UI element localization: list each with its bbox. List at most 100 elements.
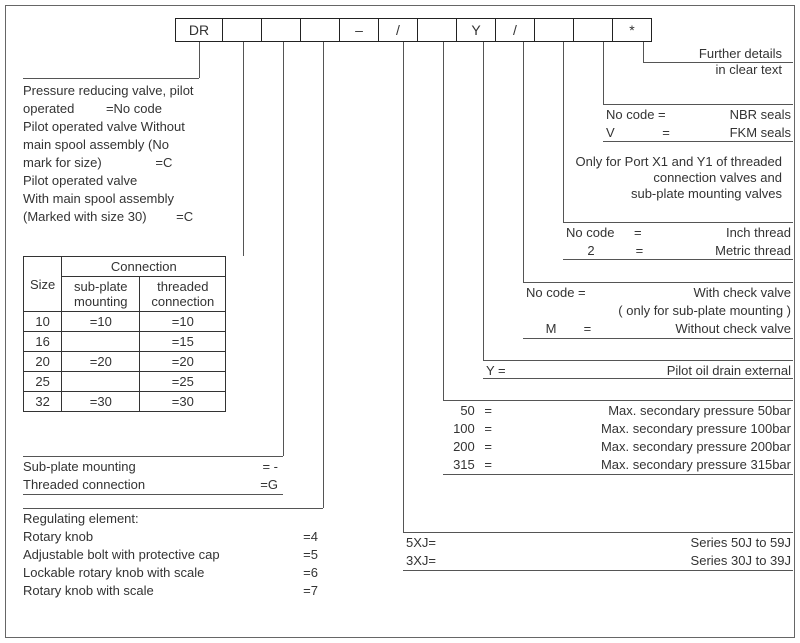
hline-valvetype — [23, 78, 199, 79]
th-l1: No code — [566, 225, 614, 240]
mnt-l1: Sub-plate mounting — [23, 458, 136, 476]
drain-block: Y = Pilot oil drain external — [486, 362, 791, 380]
cell: 10 — [24, 312, 62, 332]
hline-drain1 — [483, 360, 793, 361]
th-v1: Inch thread — [726, 224, 791, 242]
vt-l6: Pilot operated valve — [23, 172, 223, 190]
code-box-11: * — [612, 18, 652, 42]
s-v2: Series 30J to 39J — [691, 552, 791, 570]
reg-l3: Lockable rotary knob with scale — [23, 564, 204, 582]
th-thr: threaded connection — [140, 277, 226, 312]
size-connection-table: Size Connection sub-plate mounting threa… — [23, 256, 226, 412]
table-row: 10 =10 =10 — [24, 312, 226, 332]
cell — [62, 332, 140, 352]
thread-note: Only for Port X1 and Y1 of threaded conn… — [576, 154, 782, 202]
leader-drain — [483, 42, 484, 360]
table-row: 25 =25 — [24, 372, 226, 392]
reg-l1: Rotary knob — [23, 528, 93, 546]
code-box-1 — [222, 18, 262, 42]
th-eq2: = — [636, 243, 644, 258]
th-sub: sub-plate mounting — [62, 277, 140, 312]
further-details: Further details in clear text — [699, 46, 782, 78]
vt-l3: Pilot operated valve Without — [23, 118, 223, 136]
cell: =20 — [62, 352, 140, 372]
reg-c1: =4 — [303, 528, 318, 546]
reg-title: Regulating element: — [23, 510, 318, 528]
code-box-2 — [261, 18, 301, 42]
p-l3: 200 — [453, 439, 475, 454]
code-box-6 — [417, 18, 457, 42]
p-eq1: = — [484, 403, 492, 418]
leader-pressure — [443, 42, 444, 400]
hline-series2 — [403, 570, 793, 571]
code-box-5: / — [378, 18, 418, 42]
p-v4: Max. secondary pressure 315bar — [601, 456, 791, 474]
tn3: sub-plate mounting valves — [576, 186, 782, 202]
pressure-block: 50 = Max. secondary pressure 50bar 100 =… — [446, 402, 791, 474]
chk-l1: No code = — [526, 284, 586, 302]
hline-seals1 — [603, 104, 793, 105]
hline-press1 — [443, 400, 793, 401]
cell: 32 — [24, 392, 62, 412]
th-l2: 2 — [566, 242, 616, 260]
reg-c4: =7 — [303, 582, 318, 600]
leader-series — [403, 42, 404, 532]
s-l1: 5XJ= — [406, 534, 436, 552]
chk-v1: With check valve — [693, 284, 791, 302]
th-eq1: = — [634, 225, 642, 240]
tn2: connection valves and — [576, 170, 782, 186]
seal-v1: NBR seals — [730, 106, 791, 124]
check-valve-block: No code = With check valve ( only for su… — [526, 284, 791, 338]
th-conn: Connection — [62, 257, 226, 277]
p-eq4: = — [484, 457, 492, 472]
vt-l7: With main spool assembly — [23, 190, 223, 208]
chk-l2: M — [526, 320, 576, 338]
regulating-block: Regulating element: Rotary knob =4 Adjus… — [23, 510, 318, 600]
drain-v: Pilot oil drain external — [667, 362, 791, 380]
table-row: Size Connection — [24, 257, 226, 277]
cell: =15 — [140, 332, 226, 352]
ordering-code-diagram: DR – / Y / * Pressure reducing val — [5, 5, 795, 638]
p-v1: Max. secondary pressure 50bar — [608, 402, 791, 420]
mnt-c1: = - — [262, 458, 278, 476]
further-l2: in clear text — [699, 62, 782, 78]
cell — [62, 372, 140, 392]
p-v3: Max. secondary pressure 200bar — [601, 438, 791, 456]
seal-v2: FKM seals — [730, 124, 791, 142]
vt-c1: =No code — [106, 101, 162, 116]
code-box-3 — [300, 18, 340, 42]
vt-l8: (Marked with size 30) — [23, 209, 147, 224]
code-box-4: – — [339, 18, 379, 42]
reg-l4: Rotary knob with scale — [23, 582, 154, 600]
vt-c2: =C — [155, 155, 172, 170]
leader-further — [643, 42, 644, 62]
mnt-c2: =G — [260, 476, 278, 494]
cell: =20 — [140, 352, 226, 372]
leader-mounting — [283, 42, 284, 456]
code-box-8: / — [495, 18, 535, 42]
code-box-7: Y — [456, 18, 496, 42]
s-l2: 3XJ= — [406, 552, 436, 570]
mounting-block: Sub-plate mounting = - Threaded connecti… — [23, 458, 283, 494]
hline-press2 — [443, 474, 793, 475]
p-l4: 315 — [453, 457, 475, 472]
series-block: 5XJ= Series 50J to 59J 3XJ= Series 30J t… — [406, 534, 791, 570]
code-box-10 — [573, 18, 613, 42]
reg-l2: Adjustable bolt with protective cap — [23, 546, 220, 564]
leader-dr — [199, 42, 200, 78]
hline-check1 — [523, 282, 793, 283]
leader-size — [243, 42, 244, 256]
vt-l5: mark for size) — [23, 155, 102, 170]
hline-reg1 — [23, 508, 323, 509]
valve-type-block: Pressure reducing valve, pilot operated … — [23, 82, 223, 226]
tn1: Only for Port X1 and Y1 of threaded — [576, 154, 782, 170]
cell: =10 — [62, 312, 140, 332]
cell: 20 — [24, 352, 62, 372]
cell: 16 — [24, 332, 62, 352]
chk-eq: = — [584, 321, 592, 336]
seal-l1: No code = — [606, 106, 666, 124]
seals-block: No code = NBR seals V = FKM seals — [606, 106, 791, 142]
leader-seals — [603, 42, 604, 104]
hline-thread1 — [563, 222, 793, 223]
chk-note: ( only for sub-plate mounting ) — [618, 302, 791, 320]
